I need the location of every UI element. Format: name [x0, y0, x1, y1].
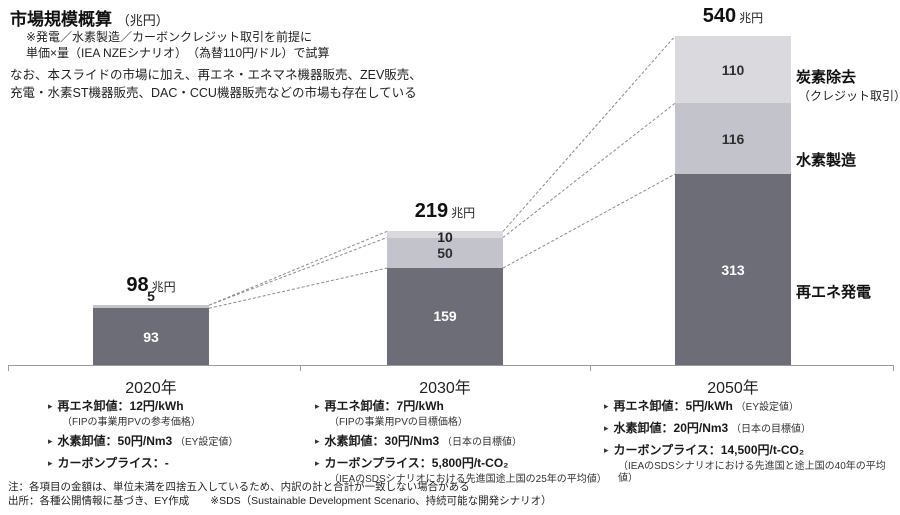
bar-segment-carbon: [387, 231, 503, 238]
x-axis-tick: [893, 365, 894, 371]
bar-total-label: 540 兆円: [703, 5, 763, 28]
assumption-suffix: （EY設定値）: [172, 437, 239, 448]
bullet-icon: ▸: [604, 445, 609, 455]
assumption-column-2020: ▸ 再エネ卸値：12円/kWh （FIPの事業用PVの参考価格） ▸ 水素卸値：50円/…: [48, 399, 306, 477]
page-title-text: 市場規模概算: [10, 10, 112, 29]
assumption-subtext: （FIPの事業用PVの参考価格）: [62, 417, 201, 428]
assumption-text: 水素卸値：20円/Nm3 （日本の目標値）: [613, 421, 812, 435]
bar-total-label: 219 兆円: [415, 200, 475, 223]
assumption-item: ▸ 水素卸値：20円/Nm3 （日本の目標値）: [604, 421, 896, 437]
assumption-item: ▸ 再エネ卸値：5円/kWh （EY設定値）: [604, 399, 896, 415]
series-label-renewable: 再エネ発電: [796, 284, 872, 301]
assumption-item: ▸ 再エネ卸値：7円/kWh: [315, 399, 603, 414]
assumption-suffix: （日本の目標値）: [728, 424, 812, 435]
segment-value-label: 110: [721, 61, 745, 78]
segment-value-label: 116: [721, 130, 745, 147]
assumption-item: ▸ カーボンプライス：-: [48, 456, 306, 471]
assumption-text: カーボンプライス：14,500円/t-CO₂: [613, 443, 805, 457]
bullet-icon: ▸: [315, 458, 320, 468]
x-axis-tick: [300, 365, 301, 371]
market-note-line2: 充電・水素ST機器販売、DAC・CCU機器販売などの市場も存在している: [10, 86, 417, 100]
bullet-icon: ▸: [604, 401, 609, 411]
bullet-icon: ▸: [48, 436, 53, 446]
footnotes: 注：各項目の金額は、単位未満を四捨五入しているため、内訳の計と合計が一致しない場…: [8, 481, 552, 508]
assumption-item: ▸ 水素卸値：30円/Nm3 （日本の目標値）: [315, 434, 603, 450]
assumption-text: 水素卸値：50円/Nm3 （EY設定値）: [57, 434, 239, 448]
segment-value-label: 50: [437, 244, 453, 261]
x-axis-line: [8, 365, 893, 366]
year-label: 2030年: [419, 380, 471, 397]
assumption-item: ▸ 再エネ卸値：12円/kWh: [48, 399, 306, 414]
year-label: 2020年: [125, 380, 177, 397]
total-unit: 兆円: [451, 206, 476, 221]
bullet-icon: ▸: [315, 436, 320, 446]
bar-segment-renewable: [93, 308, 209, 365]
series-label-carbon: 炭素除去: [796, 69, 857, 86]
assumption-text: カーボンプライス：-: [57, 456, 169, 470]
total-unit: 兆円: [739, 10, 764, 25]
bar-segment-hydrogen: [675, 103, 791, 175]
assumption-text: 再エネ卸値：12円/kWh: [57, 399, 184, 413]
total-number: 219: [414, 200, 449, 223]
assumption-text: カーボンプライス：5,800円/t-CO₂: [324, 456, 509, 470]
bar-total-label: 98 兆円: [126, 274, 175, 297]
bullet-icon: ▸: [315, 401, 320, 411]
assumption-note-line2: 単価×量（IEA NZEシナリオ） （為替110円/ドル）で試算: [26, 46, 330, 60]
bullet-icon: ▸: [48, 401, 53, 411]
market-note-line1: なお、本スライドの市場に加え、再エネ・エネマネ機器販売、ZEV販売、: [10, 68, 422, 82]
assumption-subtext: （FIPの事業用PVの目標価格）: [329, 417, 468, 428]
assumption-note: ※発電／水素製造／カーボンクレジット取引を前提に 単価×量（IEA NZEシナリ…: [26, 29, 330, 61]
total-unit: 兆円: [151, 280, 176, 295]
assumption-text: 水素卸値：30円/Nm3 （日本の目標値）: [324, 434, 523, 448]
bullet-icon: ▸: [48, 458, 53, 468]
assumption-subtext: （IEAのSDSシナリオにおける先進国途上国の25年の平均値）: [329, 474, 607, 485]
bar-segment-hydrogen: [93, 305, 209, 309]
assumption-item: ▸ 水素卸値：50円/Nm3 （EY設定値）: [48, 434, 306, 450]
bar-segment-renewable: [675, 174, 791, 365]
segment-value-label: 93: [143, 328, 159, 345]
total-number: 540: [702, 4, 737, 27]
footnote-note: 注：各項目の金額は、単位未満を四捨五入しているため、内訳の計と合計が一致しない場…: [8, 481, 470, 493]
bar-segment-renewable: [387, 268, 503, 365]
footnote-source: 出所：各種公開情報に基づき、EY作成 ※SDS（Sustainable Deve…: [8, 494, 552, 507]
x-axis-tick: [8, 365, 9, 371]
bar-segment-hydrogen: [387, 237, 503, 268]
market-note: なお、本スライドの市場に加え、再エネ・エネマネ機器販売、ZEV販売、 充電・水素…: [10, 66, 422, 102]
series-label-carbon-sub: （クレジット取引）: [798, 89, 900, 103]
connector-line: [502, 35, 676, 232]
connector-line: [208, 237, 388, 306]
assumption-text: 再エネ卸値：7円/kWh: [324, 399, 444, 413]
connector-line: [208, 230, 388, 306]
assumption-item: ▸ カーボンプライス：5,800円/t-CO₂: [315, 456, 603, 471]
assumption-column-2030: ▸ 再エネ卸値：7円/kWh （FIPの事業用PVの目標価格） ▸ 水素卸値：30円/N…: [315, 399, 607, 491]
page-title-unit: （兆円）: [116, 13, 169, 28]
assumption-item: ▸ カーボンプライス：14,500円/t-CO₂: [604, 443, 896, 458]
assumption-suffix: （日本の目標値）: [439, 437, 523, 448]
total-number: 98: [126, 274, 149, 297]
assumption-text: 再エネ卸値：5円/kWh （EY設定値）: [613, 399, 799, 413]
page-title: 市場規模概算 （兆円）: [10, 5, 169, 30]
connector-line: [502, 102, 676, 238]
segment-value-label: 313: [721, 261, 745, 278]
year-label: 2050年: [707, 380, 759, 397]
segment-value-label: 5: [147, 288, 155, 305]
segment-value-label: 10: [437, 229, 453, 246]
bar-segment-carbon: [675, 36, 791, 104]
assumption-subtext: （IEAのSDSシナリオにおける先進国と途上国の40年の平均値）: [618, 461, 886, 484]
series-label-hydrogen: 水素製造: [796, 152, 857, 169]
connector-line: [502, 173, 676, 269]
connector-line: [208, 267, 388, 309]
x-axis-tick: [590, 365, 591, 371]
assumption-column-2050: ▸ 再エネ卸値：5円/kWh （EY設定値） ▸ 水素卸値：20円/Nm3 （日本の目…: [604, 399, 896, 490]
assumption-note-line1: ※発電／水素製造／カーボンクレジット取引を前提に: [26, 30, 313, 44]
bullet-icon: ▸: [604, 423, 609, 433]
segment-value-label: 159: [433, 308, 457, 325]
assumption-suffix: （EY設定値）: [732, 402, 799, 413]
